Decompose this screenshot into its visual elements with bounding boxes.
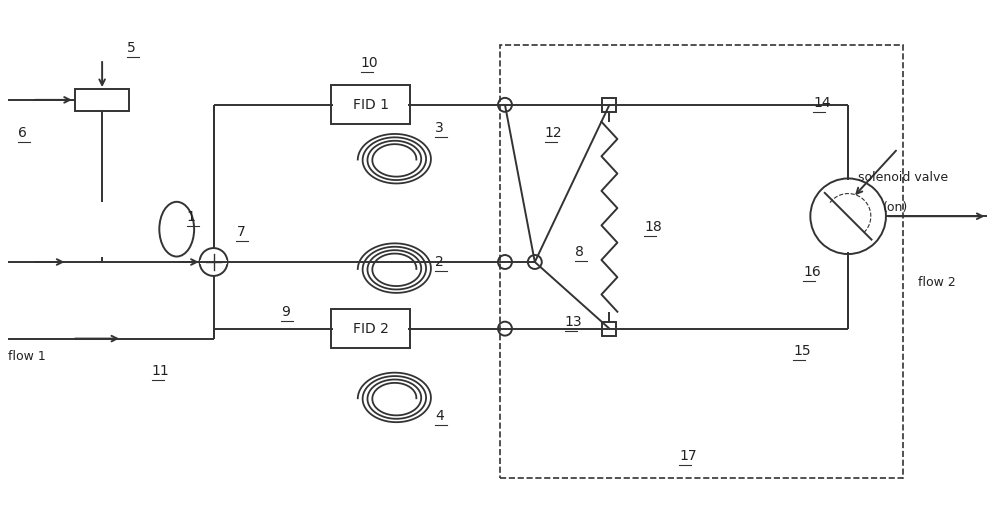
Text: 2: 2: [435, 255, 444, 269]
Text: 16: 16: [803, 265, 821, 279]
Ellipse shape: [159, 202, 194, 257]
Text: 13: 13: [565, 314, 582, 329]
Circle shape: [810, 179, 886, 254]
Text: 3: 3: [435, 121, 444, 135]
FancyBboxPatch shape: [75, 89, 129, 111]
Text: 6: 6: [18, 126, 26, 140]
Text: FID 2: FID 2: [353, 322, 389, 336]
Text: 1: 1: [187, 210, 196, 224]
FancyBboxPatch shape: [331, 309, 410, 348]
Text: 12: 12: [545, 126, 562, 140]
Text: solenoid valve: solenoid valve: [858, 171, 948, 184]
Text: 17: 17: [679, 449, 697, 463]
Circle shape: [498, 98, 512, 112]
Circle shape: [528, 255, 542, 269]
Text: 14: 14: [813, 96, 831, 110]
Text: (on): (on): [883, 201, 908, 214]
Text: 7: 7: [236, 225, 245, 239]
FancyBboxPatch shape: [602, 98, 616, 112]
Circle shape: [200, 248, 227, 276]
FancyBboxPatch shape: [602, 322, 616, 335]
Text: 11: 11: [152, 364, 170, 378]
FancyBboxPatch shape: [331, 85, 410, 124]
Text: 18: 18: [644, 220, 662, 234]
Text: flow 1: flow 1: [8, 351, 45, 364]
Text: 9: 9: [281, 304, 290, 319]
Text: 10: 10: [361, 56, 378, 70]
Circle shape: [498, 322, 512, 335]
Text: 8: 8: [575, 245, 583, 259]
Text: flow 2: flow 2: [918, 276, 956, 289]
Text: 15: 15: [793, 344, 811, 358]
Text: FID 1: FID 1: [353, 98, 389, 112]
Circle shape: [498, 255, 512, 269]
Text: 5: 5: [127, 41, 136, 55]
Text: 4: 4: [435, 409, 444, 423]
